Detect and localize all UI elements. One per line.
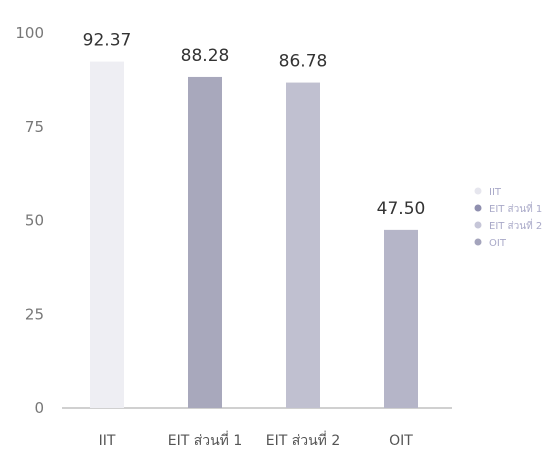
x-tick-label: IIT xyxy=(99,433,116,449)
y-tick-label: 25 xyxy=(25,305,44,323)
y-tick-label: 100 xyxy=(15,24,44,42)
legend-marker xyxy=(474,187,482,195)
y-axis: 0 25 50 75 100 xyxy=(15,24,44,417)
legend-marker xyxy=(474,221,482,229)
legend-label: IIT xyxy=(489,187,502,198)
x-tick-label: OIT xyxy=(389,433,413,449)
legend: IIT EIT ส่วนที่ 1 EIT ส่วนที่ 2 OIT xyxy=(474,187,542,249)
y-tick-label: 75 xyxy=(25,118,44,136)
legend-label: OIT xyxy=(489,238,507,249)
legend-marker xyxy=(474,204,482,212)
x-tick-label: EIT ส่วนที่ 2 xyxy=(266,431,341,449)
data-label: 92.37 xyxy=(83,31,132,51)
data-label: 86.78 xyxy=(279,52,328,72)
legend-label: EIT ส่วนที่ 2 xyxy=(489,218,542,232)
bars xyxy=(90,61,418,409)
x-tick-label: EIT ส่วนที่ 1 xyxy=(168,431,243,449)
bar xyxy=(286,82,320,408)
bar xyxy=(90,61,124,409)
data-label: 88.28 xyxy=(181,46,230,66)
bar xyxy=(384,229,418,408)
data-label: 47.50 xyxy=(377,199,426,219)
x-axis-labels: IIT EIT ส่วนที่ 1 EIT ส่วนที่ 2 OIT xyxy=(99,431,414,449)
y-tick-label: 50 xyxy=(25,212,44,230)
bar xyxy=(188,76,222,408)
legend-marker xyxy=(474,238,482,246)
data-labels: 92.37 88.28 86.78 47.50 xyxy=(83,31,426,219)
y-tick-label: 0 xyxy=(34,399,44,417)
legend-label: EIT ส่วนที่ 1 xyxy=(489,201,542,215)
